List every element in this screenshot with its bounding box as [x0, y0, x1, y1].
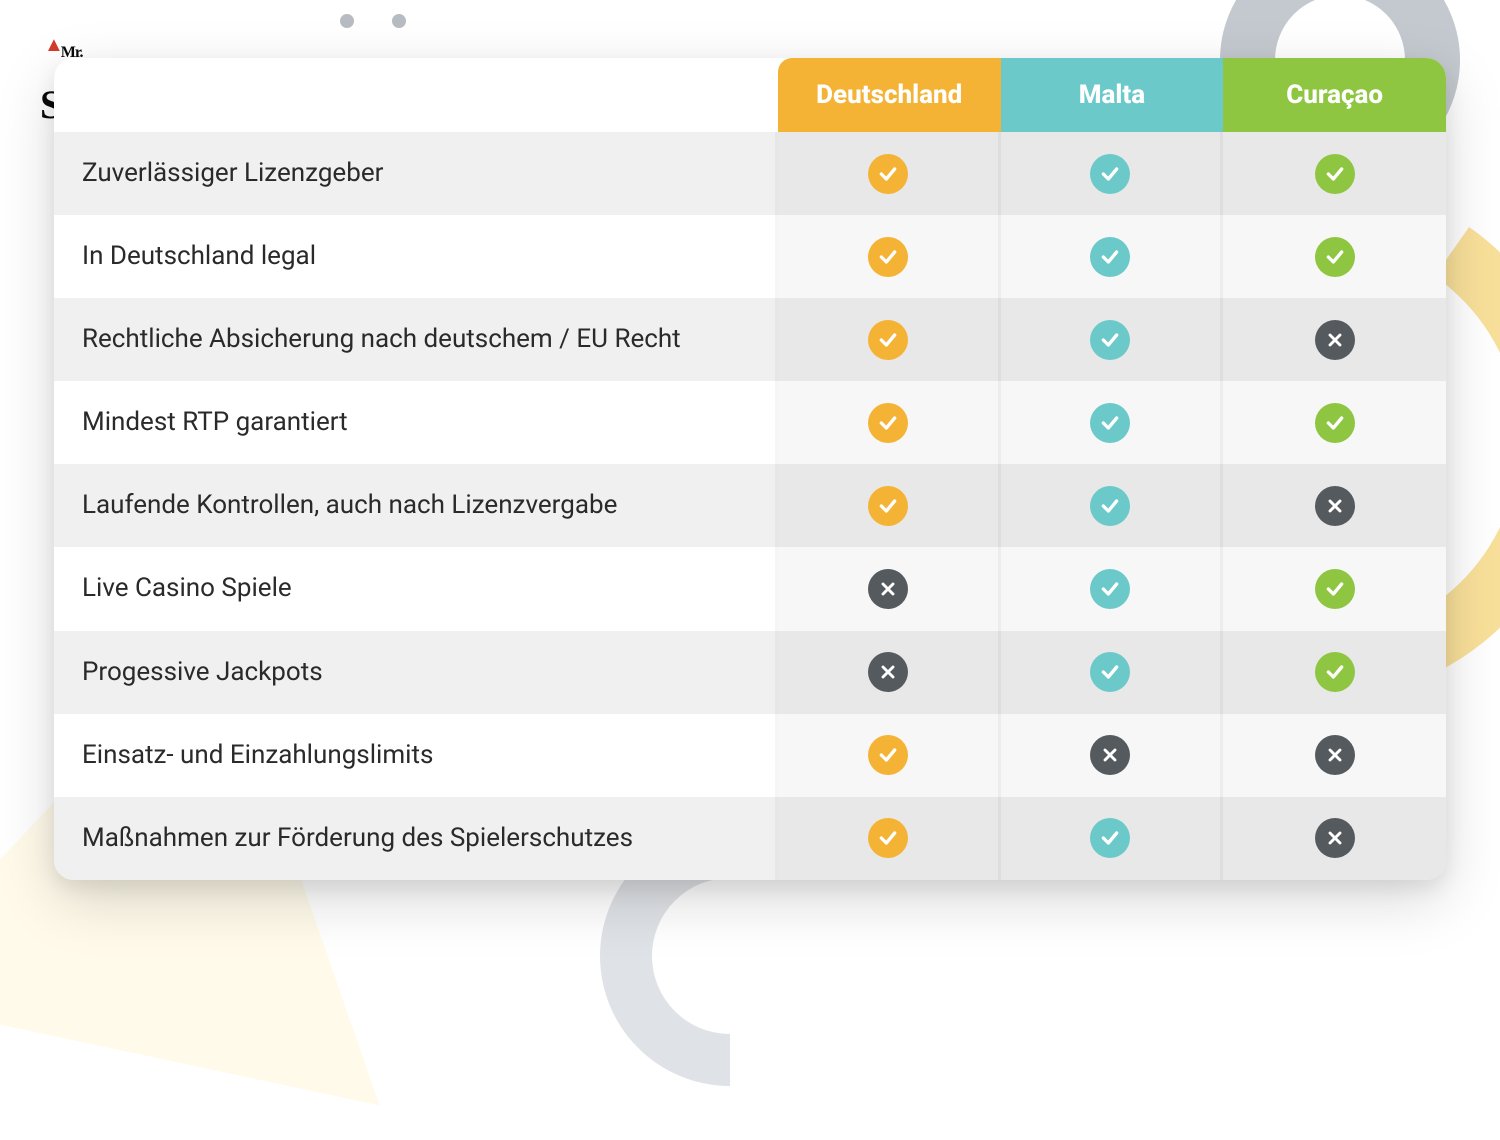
value-cell	[778, 631, 1001, 714]
row-label: Mindest RTP garantiert	[54, 381, 778, 464]
check-icon	[1090, 486, 1130, 526]
table-header-row: DeutschlandMaltaCuraçao	[54, 58, 1446, 132]
row-label: Zuverlässiger Lizenzgeber	[54, 132, 778, 215]
value-cell	[1001, 547, 1224, 630]
row-label: Maßnahmen zur Förderung des Spielerschut…	[54, 797, 778, 880]
cross-icon	[868, 569, 908, 609]
table-row: Live Casino Spiele	[54, 547, 1446, 630]
column-header: Curaçao	[1223, 58, 1446, 132]
check-icon	[1315, 403, 1355, 443]
value-cell	[778, 797, 1001, 880]
value-cell	[778, 132, 1001, 215]
table-row: Zuverlässiger Lizenzgeber	[54, 132, 1446, 215]
value-cell	[778, 464, 1001, 547]
table-row: Progessive Jackpots	[54, 631, 1446, 714]
cross-icon	[1315, 735, 1355, 775]
value-cell	[1001, 215, 1224, 298]
check-icon	[1090, 154, 1130, 194]
value-cell	[1223, 132, 1446, 215]
check-icon	[868, 154, 908, 194]
check-icon	[1090, 569, 1130, 609]
check-icon	[1315, 154, 1355, 194]
row-label: Live Casino Spiele	[54, 547, 778, 630]
value-cell	[1223, 631, 1446, 714]
flame-icon: ▲	[44, 34, 63, 56]
check-icon	[868, 818, 908, 858]
comparison-table: DeutschlandMaltaCuraçao Zuverlässiger Li…	[54, 58, 1446, 880]
value-cell	[1001, 381, 1224, 464]
value-cell	[1001, 797, 1224, 880]
value-cell	[1223, 547, 1446, 630]
table-row: Mindest RTP garantiert	[54, 381, 1446, 464]
value-cell	[1223, 381, 1446, 464]
cross-icon	[1090, 735, 1130, 775]
table-row: Rechtliche Absicherung nach deutschem / …	[54, 298, 1446, 381]
value-cell	[1001, 714, 1224, 797]
value-cell	[1001, 464, 1224, 547]
value-cell	[778, 547, 1001, 630]
check-icon	[1090, 818, 1130, 858]
check-icon	[868, 403, 908, 443]
comparison-table-container: DeutschlandMaltaCuraçao Zuverlässiger Li…	[54, 58, 1446, 880]
column-header: Deutschland	[778, 58, 1001, 132]
cross-icon	[1315, 486, 1355, 526]
value-cell	[778, 381, 1001, 464]
check-icon	[868, 237, 908, 277]
row-label: Progessive Jackpots	[54, 631, 778, 714]
value-cell	[1223, 797, 1446, 880]
value-cell	[778, 215, 1001, 298]
table-row: In Deutschland legal	[54, 215, 1446, 298]
value-cell	[1001, 298, 1224, 381]
row-label: Laufende Kontrollen, auch nach Lizenzver…	[54, 464, 778, 547]
cross-icon	[1315, 320, 1355, 360]
row-label: In Deutschland legal	[54, 215, 778, 298]
table-row: Laufende Kontrollen, auch nach Lizenzver…	[54, 464, 1446, 547]
check-icon	[1315, 237, 1355, 277]
cross-icon	[1315, 818, 1355, 858]
row-label: Einsatz- und Einzahlungslimits	[54, 714, 778, 797]
value-cell	[778, 714, 1001, 797]
value-cell	[1223, 464, 1446, 547]
check-icon	[1315, 652, 1355, 692]
check-icon	[1090, 403, 1130, 443]
value-cell	[1223, 215, 1446, 298]
check-icon	[868, 735, 908, 775]
value-cell	[778, 298, 1001, 381]
check-icon	[868, 320, 908, 360]
table-row: Einsatz- und Einzahlungslimits	[54, 714, 1446, 797]
check-icon	[1090, 320, 1130, 360]
check-icon	[868, 486, 908, 526]
header-spacer	[54, 58, 778, 132]
column-header: Malta	[1001, 58, 1224, 132]
row-label: Rechtliche Absicherung nach deutschem / …	[54, 298, 778, 381]
table-row: Maßnahmen zur Förderung des Spielerschut…	[54, 797, 1446, 880]
value-cell	[1223, 714, 1446, 797]
value-cell	[1001, 132, 1224, 215]
cross-icon	[868, 652, 908, 692]
check-icon	[1090, 652, 1130, 692]
value-cell	[1001, 631, 1224, 714]
check-icon	[1315, 569, 1355, 609]
value-cell	[1223, 298, 1446, 381]
table-body: Zuverlässiger LizenzgeberIn Deutschland …	[54, 132, 1446, 880]
check-icon	[1090, 237, 1130, 277]
